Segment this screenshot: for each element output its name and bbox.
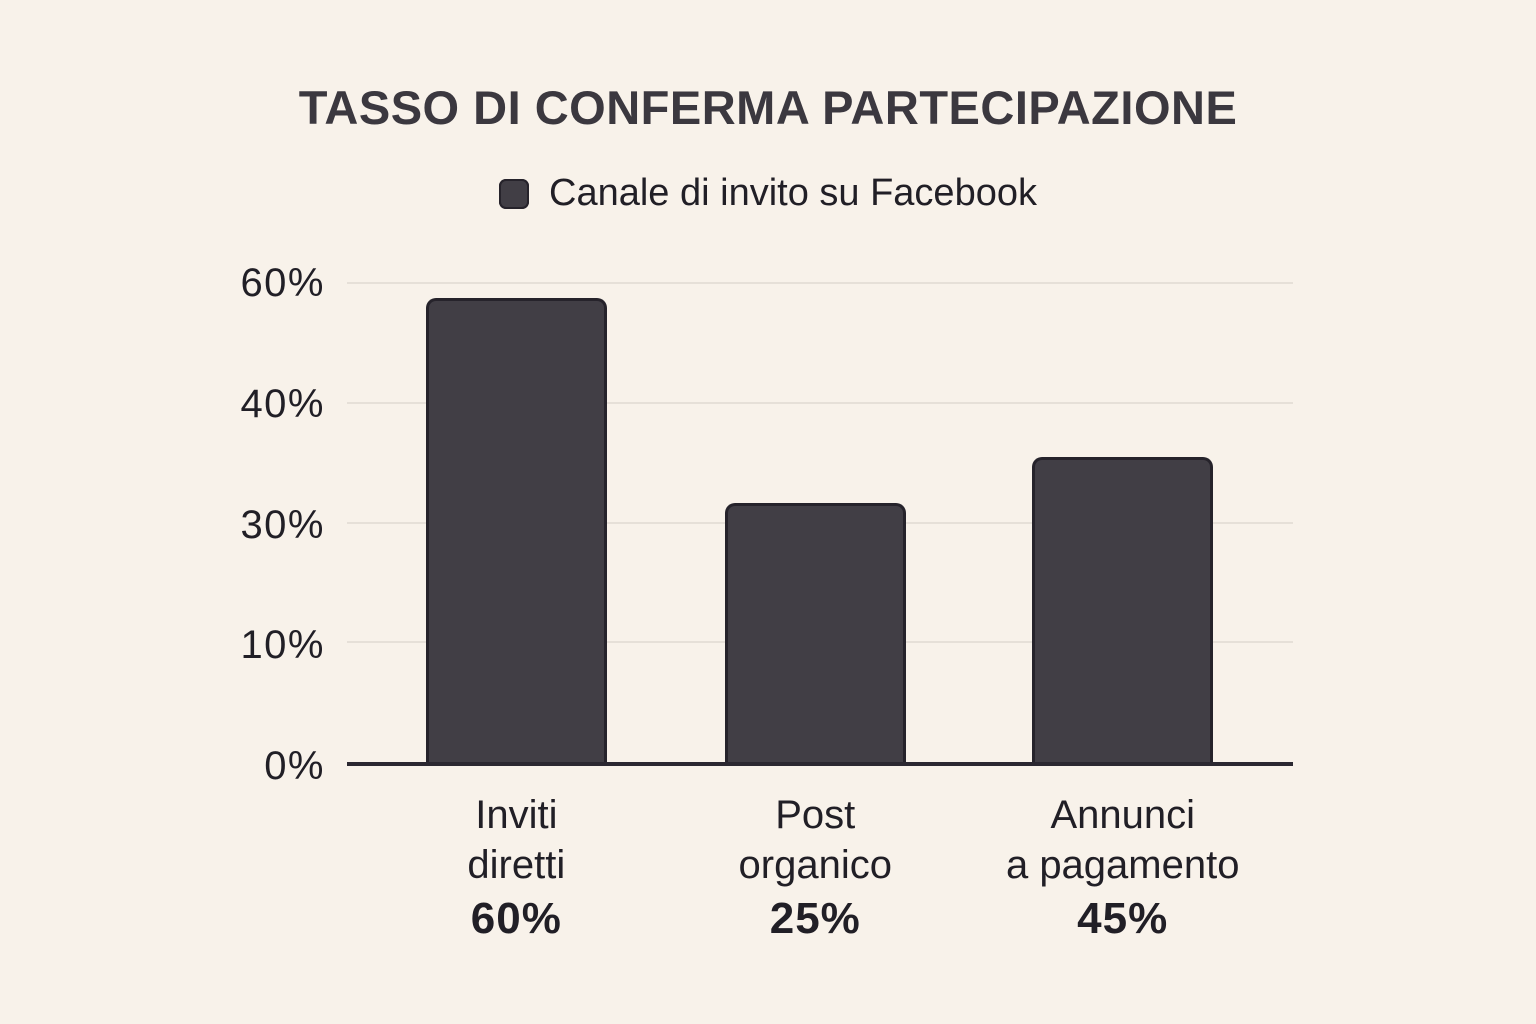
- category-label-line: Inviti: [475, 793, 558, 837]
- legend: Canale di invito su Facebook: [0, 172, 1536, 215]
- x-label-post-organico: Post organico 25%: [655, 790, 975, 946]
- y-tick-label: 60%: [240, 261, 325, 305]
- value-label: 45%: [1077, 894, 1169, 943]
- y-tick-label: 0%: [264, 744, 325, 788]
- gridline: [347, 282, 1293, 284]
- x-label-inviti-diretti: Inviti diretti 60%: [356, 790, 676, 946]
- chart-title: TASSO DI CONFERMA PARTECIPAZIONE: [298, 81, 1238, 134]
- category-label-line: diretti: [467, 843, 566, 887]
- bar-annunci-a-pagamento: [1032, 457, 1214, 762]
- y-tick-label: 40%: [240, 381, 325, 426]
- y-tick-label: 30%: [240, 502, 325, 547]
- legend-swatch-icon: [499, 178, 530, 209]
- legend-label: Canale di invito su Facebook: [549, 172, 1037, 214]
- category-label-line: organico: [738, 843, 892, 887]
- category-label-line: a pagamento: [1005, 843, 1240, 887]
- plot-area: [347, 282, 1293, 766]
- value-label: 25%: [769, 894, 861, 943]
- bar-inviti-diretti: [425, 297, 607, 762]
- bar-post-organico: [724, 503, 906, 762]
- y-tick-label: 10%: [240, 623, 325, 668]
- gridline: [347, 401, 1293, 404]
- value-label: 60%: [470, 894, 562, 943]
- x-label-annunci-a-pagamento: Annunci a pagamento 45%: [963, 790, 1283, 946]
- category-label-line: Post: [775, 793, 856, 837]
- category-label-line: Annunci: [1050, 793, 1195, 837]
